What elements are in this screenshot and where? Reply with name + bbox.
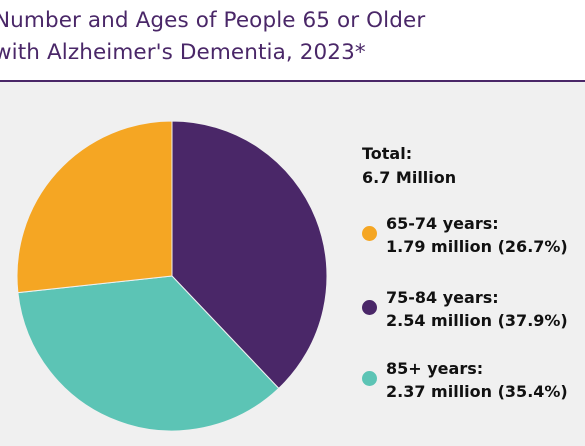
chart-title-line-1: Number and Ages of People 65 or Older xyxy=(0,8,426,33)
legend-swatch-75-84 xyxy=(362,300,377,315)
legend-label-75-84: 75-84 years: xyxy=(386,288,499,307)
pie-slice-65-74 xyxy=(16,120,173,294)
pie-slice-85-plus xyxy=(17,275,280,432)
total-label: Total: xyxy=(362,144,413,163)
chart-title-line-2: with Alzheimer's Dementia, 2023* xyxy=(0,40,366,65)
chart-header: Number and Ages of People 65 or Older wi… xyxy=(0,0,585,82)
legend-swatch-65-74 xyxy=(362,226,377,241)
total-value: 6.7 Million xyxy=(362,168,457,187)
legend-item-65-74: 65-74 years: 1.79 million (26.7%) xyxy=(362,214,582,266)
legend-swatch-85-plus xyxy=(362,371,377,386)
legend-value-65-74: 1.79 million (26.7%) xyxy=(386,237,568,256)
legend-item-85-plus: 85+ years: 2.37 million (35.4%) xyxy=(362,359,582,411)
legend-value-85-plus: 2.37 million (35.4%) xyxy=(386,382,568,401)
legend-item-75-84: 75-84 years: 2.54 million (37.9%) xyxy=(362,288,582,340)
header-divider xyxy=(0,80,585,82)
pie-chart xyxy=(16,120,328,432)
legend-label-65-74: 65-74 years: xyxy=(386,214,499,233)
legend-value-75-84: 2.54 million (37.9%) xyxy=(386,311,568,330)
legend-label-85-plus: 85+ years: xyxy=(386,359,484,378)
pie-slice-75-84 xyxy=(171,120,328,390)
